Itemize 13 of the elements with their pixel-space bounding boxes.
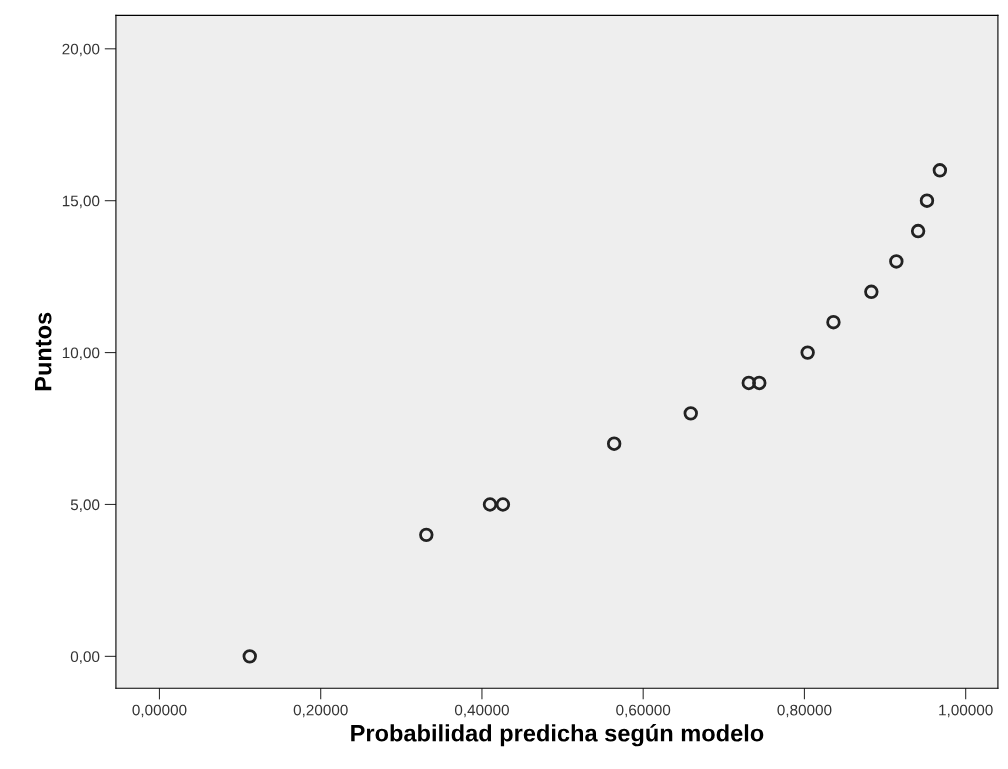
x-tick-label: 0,00000	[132, 704, 187, 718]
y-tick-label: 0,00	[70, 651, 100, 664]
y-tick-label: 20,00	[62, 43, 100, 57]
x-tick-label: 0,40000	[454, 704, 509, 718]
y-tick-label: 15,00	[62, 195, 100, 209]
y-tick-label: 10,00	[62, 347, 100, 361]
x-tick-label: 0,60000	[616, 704, 671, 718]
y-tick-label: 5,00	[70, 499, 100, 512]
x-axis-title: Probabilidad predicha según modelo	[351, 724, 764, 747]
x-tick-label: 0,80000	[777, 704, 832, 718]
x-tick-label: 0,20000	[293, 704, 348, 718]
x-tick-label: 1,00000	[939, 704, 993, 718]
y-axis-title: Puntos	[35, 312, 52, 391]
